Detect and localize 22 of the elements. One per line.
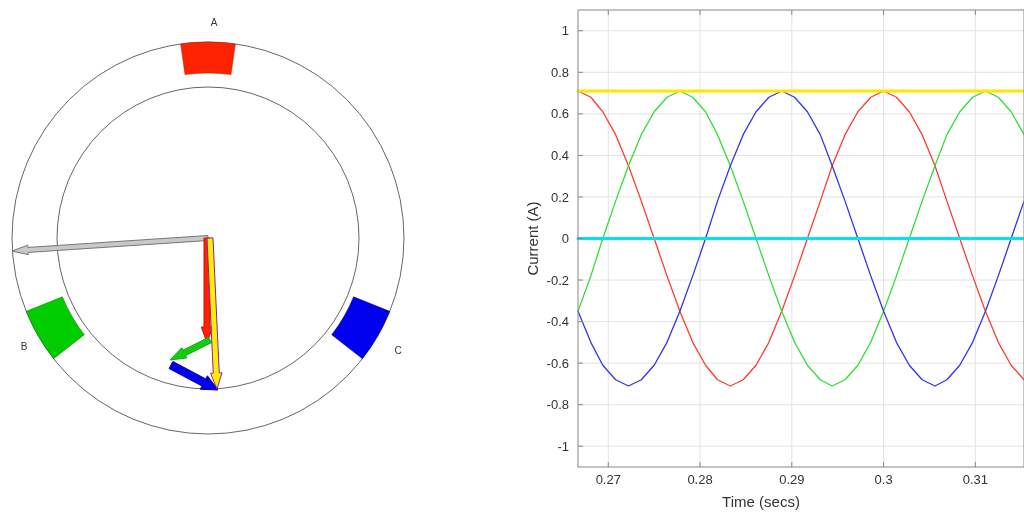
- text: A: [210, 17, 218, 28]
- y-tick-label: 0.4: [550, 147, 569, 163]
- y-axis-title: Current (A): [524, 201, 541, 276]
- x-axis-title: Time (secs): [722, 493, 800, 510]
- y-tick-label: 0: [561, 231, 569, 247]
- y-tick-label: -1: [557, 438, 569, 454]
- text: B: [20, 341, 28, 352]
- y-tick-label: 0.6: [550, 106, 569, 122]
- x-tick-label: 0.31: [962, 472, 989, 487]
- x-tick-label: 0.29: [779, 472, 805, 487]
- y-tick-label: -0.8: [546, 397, 569, 413]
- y-tick-label: 0.2: [550, 189, 569, 205]
- y-tick-label: -0.2: [546, 272, 569, 288]
- line-series: [577, 90, 1024, 387]
- text: C: [394, 345, 402, 356]
- y-tick-label: -0.4: [546, 314, 569, 330]
- x-tick-label: 0.3: [874, 472, 893, 487]
- x-tick-label: 0.27: [595, 472, 621, 487]
- y-tick-label: 1: [561, 23, 569, 39]
- y-tick-label: -0.6: [546, 355, 569, 371]
- x-tick-label: 0.28: [687, 472, 713, 487]
- y-tick-label: 0.8: [550, 64, 569, 80]
